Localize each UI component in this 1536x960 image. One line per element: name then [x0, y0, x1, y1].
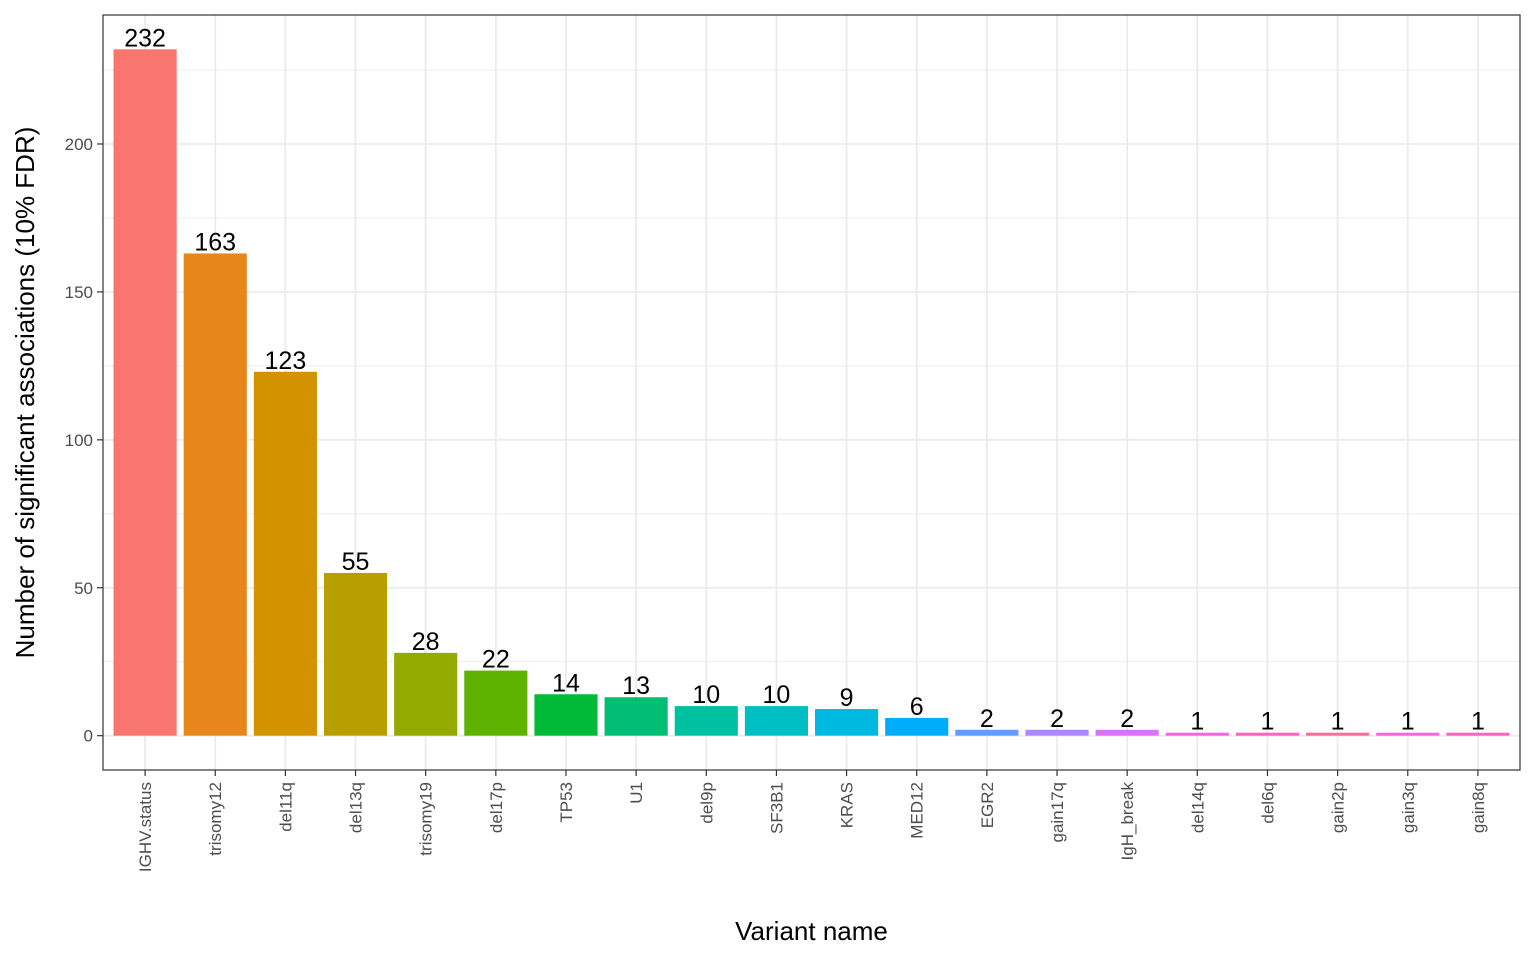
- x-tick-label-del17p: del17p: [487, 782, 506, 833]
- data-label-del14q: 1: [1190, 708, 1204, 736]
- data-label-trisomy19: 28: [412, 628, 440, 656]
- x-tick-label-del9p: del9p: [697, 782, 716, 824]
- x-tick-label-EGR2: EGR2: [978, 782, 997, 828]
- bar-TP53: [534, 694, 598, 736]
- y-tick-label: 200: [65, 135, 93, 154]
- data-label-del17p: 22: [482, 646, 510, 674]
- data-label-trisomy12: 163: [194, 228, 236, 256]
- bar-del11q: [253, 371, 317, 736]
- bar-IgH_break: [1095, 729, 1159, 736]
- x-tick-label-trisomy12: trisomy12: [206, 782, 225, 856]
- x-tick-label-gain8q: gain8q: [1469, 782, 1488, 833]
- bar-IGHV.status: [113, 49, 177, 736]
- y-tick-label: 0: [84, 727, 93, 746]
- x-tick-label-del14q: del14q: [1188, 782, 1207, 833]
- y-tick-label: 50: [74, 579, 93, 598]
- x-tick-label-IgH_break: IgH_break: [1118, 782, 1137, 861]
- x-axis-title: Variant name: [735, 916, 888, 946]
- bar-gain3q: [1376, 732, 1440, 736]
- data-label-del6q: 1: [1261, 708, 1275, 736]
- x-tick-label-gain2p: gain2p: [1329, 782, 1348, 833]
- bar-del17p: [464, 670, 528, 736]
- data-label-IGHV.status: 232: [124, 24, 166, 52]
- x-tick-label-U1: U1: [627, 782, 646, 804]
- data-label-gain17q: 2: [1050, 705, 1064, 733]
- bar-del6q: [1235, 732, 1300, 736]
- data-label-gain3q: 1: [1401, 708, 1415, 736]
- data-label-U1: 13: [622, 672, 650, 700]
- data-label-SF3B1: 10: [763, 681, 791, 709]
- data-label-gain8q: 1: [1471, 708, 1485, 736]
- data-label-del13q: 55: [342, 548, 370, 576]
- data-label-TP53: 14: [552, 669, 580, 697]
- y-tick-label: 150: [65, 283, 93, 302]
- data-label-del9p: 10: [692, 681, 720, 709]
- x-tick-label-del13q: del13q: [347, 782, 366, 833]
- data-label-del11q: 123: [265, 347, 307, 375]
- data-label-IgH_break: 2: [1120, 705, 1134, 733]
- plot-panel-border: [102, 14, 1521, 771]
- x-tick-label-del11q: del11q: [276, 782, 295, 832]
- x-tick-label-TP53: TP53: [557, 782, 576, 823]
- x-tick-label-SF3B1: SF3B1: [767, 782, 786, 834]
- y-axis: 0 50 100 150 200: [65, 135, 103, 746]
- data-label-EGR2: 2: [980, 705, 994, 733]
- data-label-gain2p: 1: [1331, 708, 1345, 736]
- bar-EGR2: [955, 729, 1019, 736]
- bar-gain2p: [1306, 732, 1370, 736]
- y-axis-title: Number of significant associations (10% …: [10, 127, 40, 659]
- x-tick-label-KRAS: KRAS: [838, 782, 857, 828]
- bar-gain17q: [1025, 729, 1089, 736]
- x-axis: IGHV.status trisomy12 del11q del13q trisomy1…: [136, 770, 1488, 872]
- bar-gain8q: [1446, 732, 1510, 736]
- bar-del9p: [674, 706, 738, 736]
- bar-del13q: [323, 572, 388, 736]
- x-tick-label-gain17q: gain17q: [1048, 782, 1067, 843]
- x-tick-label-del6q: del6q: [1258, 782, 1277, 824]
- x-tick-label-MED12: MED12: [908, 782, 927, 839]
- bar-trisomy19: [394, 652, 458, 736]
- bar-U1: [604, 697, 668, 736]
- y-tick-label: 100: [65, 431, 93, 450]
- data-label-MED12: 6: [910, 693, 924, 721]
- x-tick-label-gain3q: gain3q: [1399, 782, 1418, 833]
- x-tick-label-trisomy19: trisomy19: [417, 782, 436, 856]
- bar-del14q: [1165, 732, 1229, 736]
- bar-SF3B1: [744, 706, 808, 736]
- bar-trisomy12: [183, 253, 247, 736]
- x-tick-label-IGHV.status: IGHV.status: [136, 782, 155, 872]
- bar-MED12: [885, 717, 949, 736]
- bars: [113, 49, 1510, 736]
- bar-KRAS: [815, 709, 879, 736]
- data-label-KRAS: 9: [840, 684, 854, 712]
